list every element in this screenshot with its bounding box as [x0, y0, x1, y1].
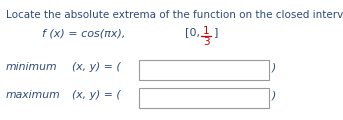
- Text: f (x) = cos(πx),: f (x) = cos(πx),: [42, 28, 126, 38]
- Bar: [139, 88, 269, 108]
- Text: 3: 3: [203, 37, 209, 47]
- Text: ]: ]: [214, 27, 218, 37]
- Text: minimum: minimum: [6, 62, 58, 72]
- Text: ): ): [272, 90, 276, 100]
- Text: 1: 1: [203, 26, 209, 36]
- Text: maximum: maximum: [6, 90, 61, 100]
- Text: [0,: [0,: [185, 27, 202, 37]
- Text: (x, y) = (: (x, y) = (: [72, 90, 121, 100]
- Text: Locate the absolute extrema of the function on the closed interval.: Locate the absolute extrema of the funct…: [6, 10, 343, 20]
- Text: ): ): [272, 62, 276, 72]
- Bar: [139, 60, 269, 80]
- Text: (x, y) = (: (x, y) = (: [72, 62, 121, 72]
